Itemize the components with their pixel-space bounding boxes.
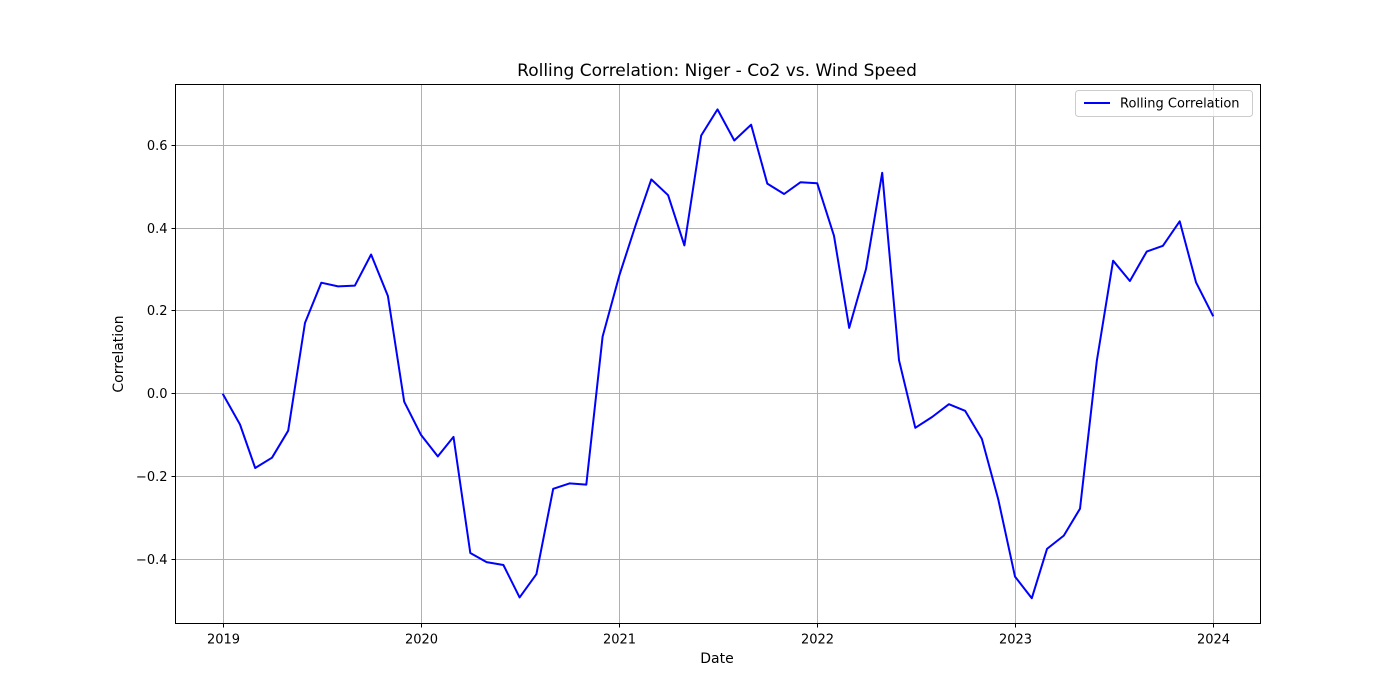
- legend: Rolling Correlation: [1075, 90, 1253, 117]
- chart-title: Rolling Correlation: Niger - Co2 vs. Win…: [517, 61, 917, 81]
- x-tick-label: 2020: [405, 633, 438, 648]
- x-axis-title: Date: [700, 651, 733, 667]
- y-tick-label: 0.4: [147, 222, 168, 237]
- x-tick-label: 2019: [207, 633, 240, 648]
- series-line-0: [221, 108, 1215, 600]
- x-tick-label: 2023: [999, 633, 1032, 648]
- legend-label: Rolling Correlation: [1120, 97, 1240, 112]
- plot-area-frame: [175, 84, 1261, 624]
- y-axis-title: Correlation: [111, 315, 127, 392]
- y-tick-label: 0.2: [147, 304, 168, 319]
- x-tick-label: 2022: [801, 633, 834, 648]
- series-lines: [221, 108, 1215, 600]
- x-tick-label: 2021: [603, 633, 636, 648]
- y-tick-label: 0.6: [147, 139, 168, 154]
- grid-lines: [175, 84, 1261, 624]
- y-tick-label: −0.4: [136, 553, 168, 568]
- y-tick-label: 0.0: [147, 387, 168, 402]
- x-axis-ticks: 2019 2020 2021 2022 2023 2024: [207, 623, 1230, 648]
- x-tick-label: 2024: [1197, 633, 1230, 648]
- legend-box: [1075, 90, 1253, 117]
- y-axis-ticks: −0.4 −0.2 0.0 0.2 0.4 0.6: [136, 139, 176, 568]
- y-tick-label: −0.2: [136, 470, 168, 485]
